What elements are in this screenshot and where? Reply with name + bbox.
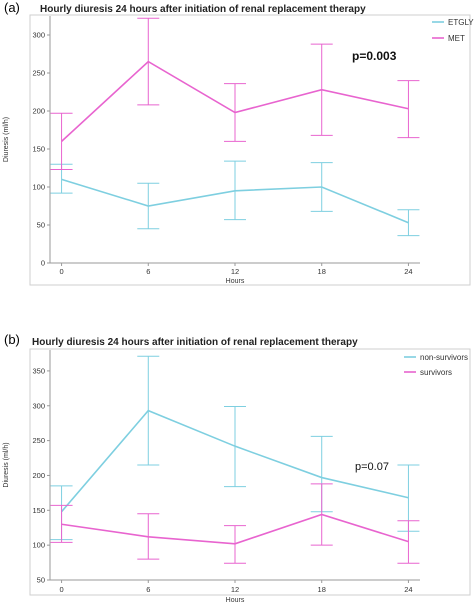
panel-label-a: (a): [4, 0, 20, 15]
y-tick-label: 350: [32, 366, 45, 375]
y-tick-label: 50: [37, 221, 45, 230]
p-value-a: p=0.003: [352, 49, 397, 63]
legend-label-survivors: survivors: [420, 368, 452, 377]
y-tick-label: 0: [41, 259, 45, 268]
x-tick-label: 0: [59, 267, 63, 276]
y-tick-label: 50: [37, 576, 45, 585]
series-line-ETGLY: [61, 178, 409, 224]
y-tick-label: 250: [32, 436, 45, 445]
y-tick-label: 300: [32, 401, 45, 410]
series-line-non-survivors: [60, 409, 409, 513]
series-line-survivors: [61, 513, 409, 545]
legend-label-non-survivors: non-survivors: [420, 353, 468, 362]
x-tick-label: 6: [146, 585, 150, 594]
y-tick-label: 150: [32, 506, 45, 515]
x-tick-label: 18: [318, 585, 326, 594]
chart-title-b: Hourly diuresis 24 hours after initiatio…: [32, 337, 358, 348]
y-tick-label: 250: [32, 69, 45, 78]
x-tick-label: 12: [231, 267, 239, 276]
series-line-MET: [61, 60, 409, 142]
chart-panel-a: (a) Hourly diuresis 24 hours after initi…: [3, 0, 474, 286]
chart-frame-a: [29, 14, 471, 286]
x-tick-label: 12: [231, 585, 239, 594]
x-axis-label-b: Hours: [226, 597, 245, 604]
x-tick-label: 0: [59, 585, 63, 594]
y-tick-label: 200: [32, 107, 45, 116]
p-value-b: p=0.07: [355, 461, 389, 473]
x-tick-label: 18: [318, 267, 326, 276]
chart-frame-b: [29, 348, 471, 596]
y-tick-label: 300: [32, 31, 45, 40]
legend-label-MET: MET: [448, 34, 465, 43]
x-tick-label: 6: [146, 267, 150, 276]
y-tick-label: 150: [32, 145, 45, 154]
legend-a: ETGLY MET: [432, 18, 474, 43]
y-tick-label: 100: [32, 183, 45, 192]
y-axis-label-a: Diuresis (ml/h): [3, 117, 10, 162]
x-tick-label: 24: [404, 585, 412, 594]
plot-area-b: 50 100 150 200 250 300 350 0 6 12 18 24: [32, 350, 420, 594]
panel-label-b: (b): [4, 332, 20, 347]
x-tick-label: 24: [404, 267, 412, 276]
legend-b: non-survivors survivors: [404, 353, 468, 377]
x-axis-label-a: Hours: [226, 278, 245, 285]
chart-title-a: Hourly diuresis 24 hours after initiatio…: [40, 4, 366, 15]
y-axis-label-b: Diuresis (ml/h): [3, 442, 10, 487]
chart-panel-b: (b) Hourly diuresis 24 hours after initi…: [3, 332, 471, 604]
plot-area-a: 0 50 100 150 200 250 300 0 6 12 18 24: [32, 16, 420, 276]
y-tick-label: 100: [32, 541, 45, 550]
y-tick-label: 200: [32, 471, 45, 480]
legend-label-ETGLY: ETGLY: [448, 18, 474, 27]
